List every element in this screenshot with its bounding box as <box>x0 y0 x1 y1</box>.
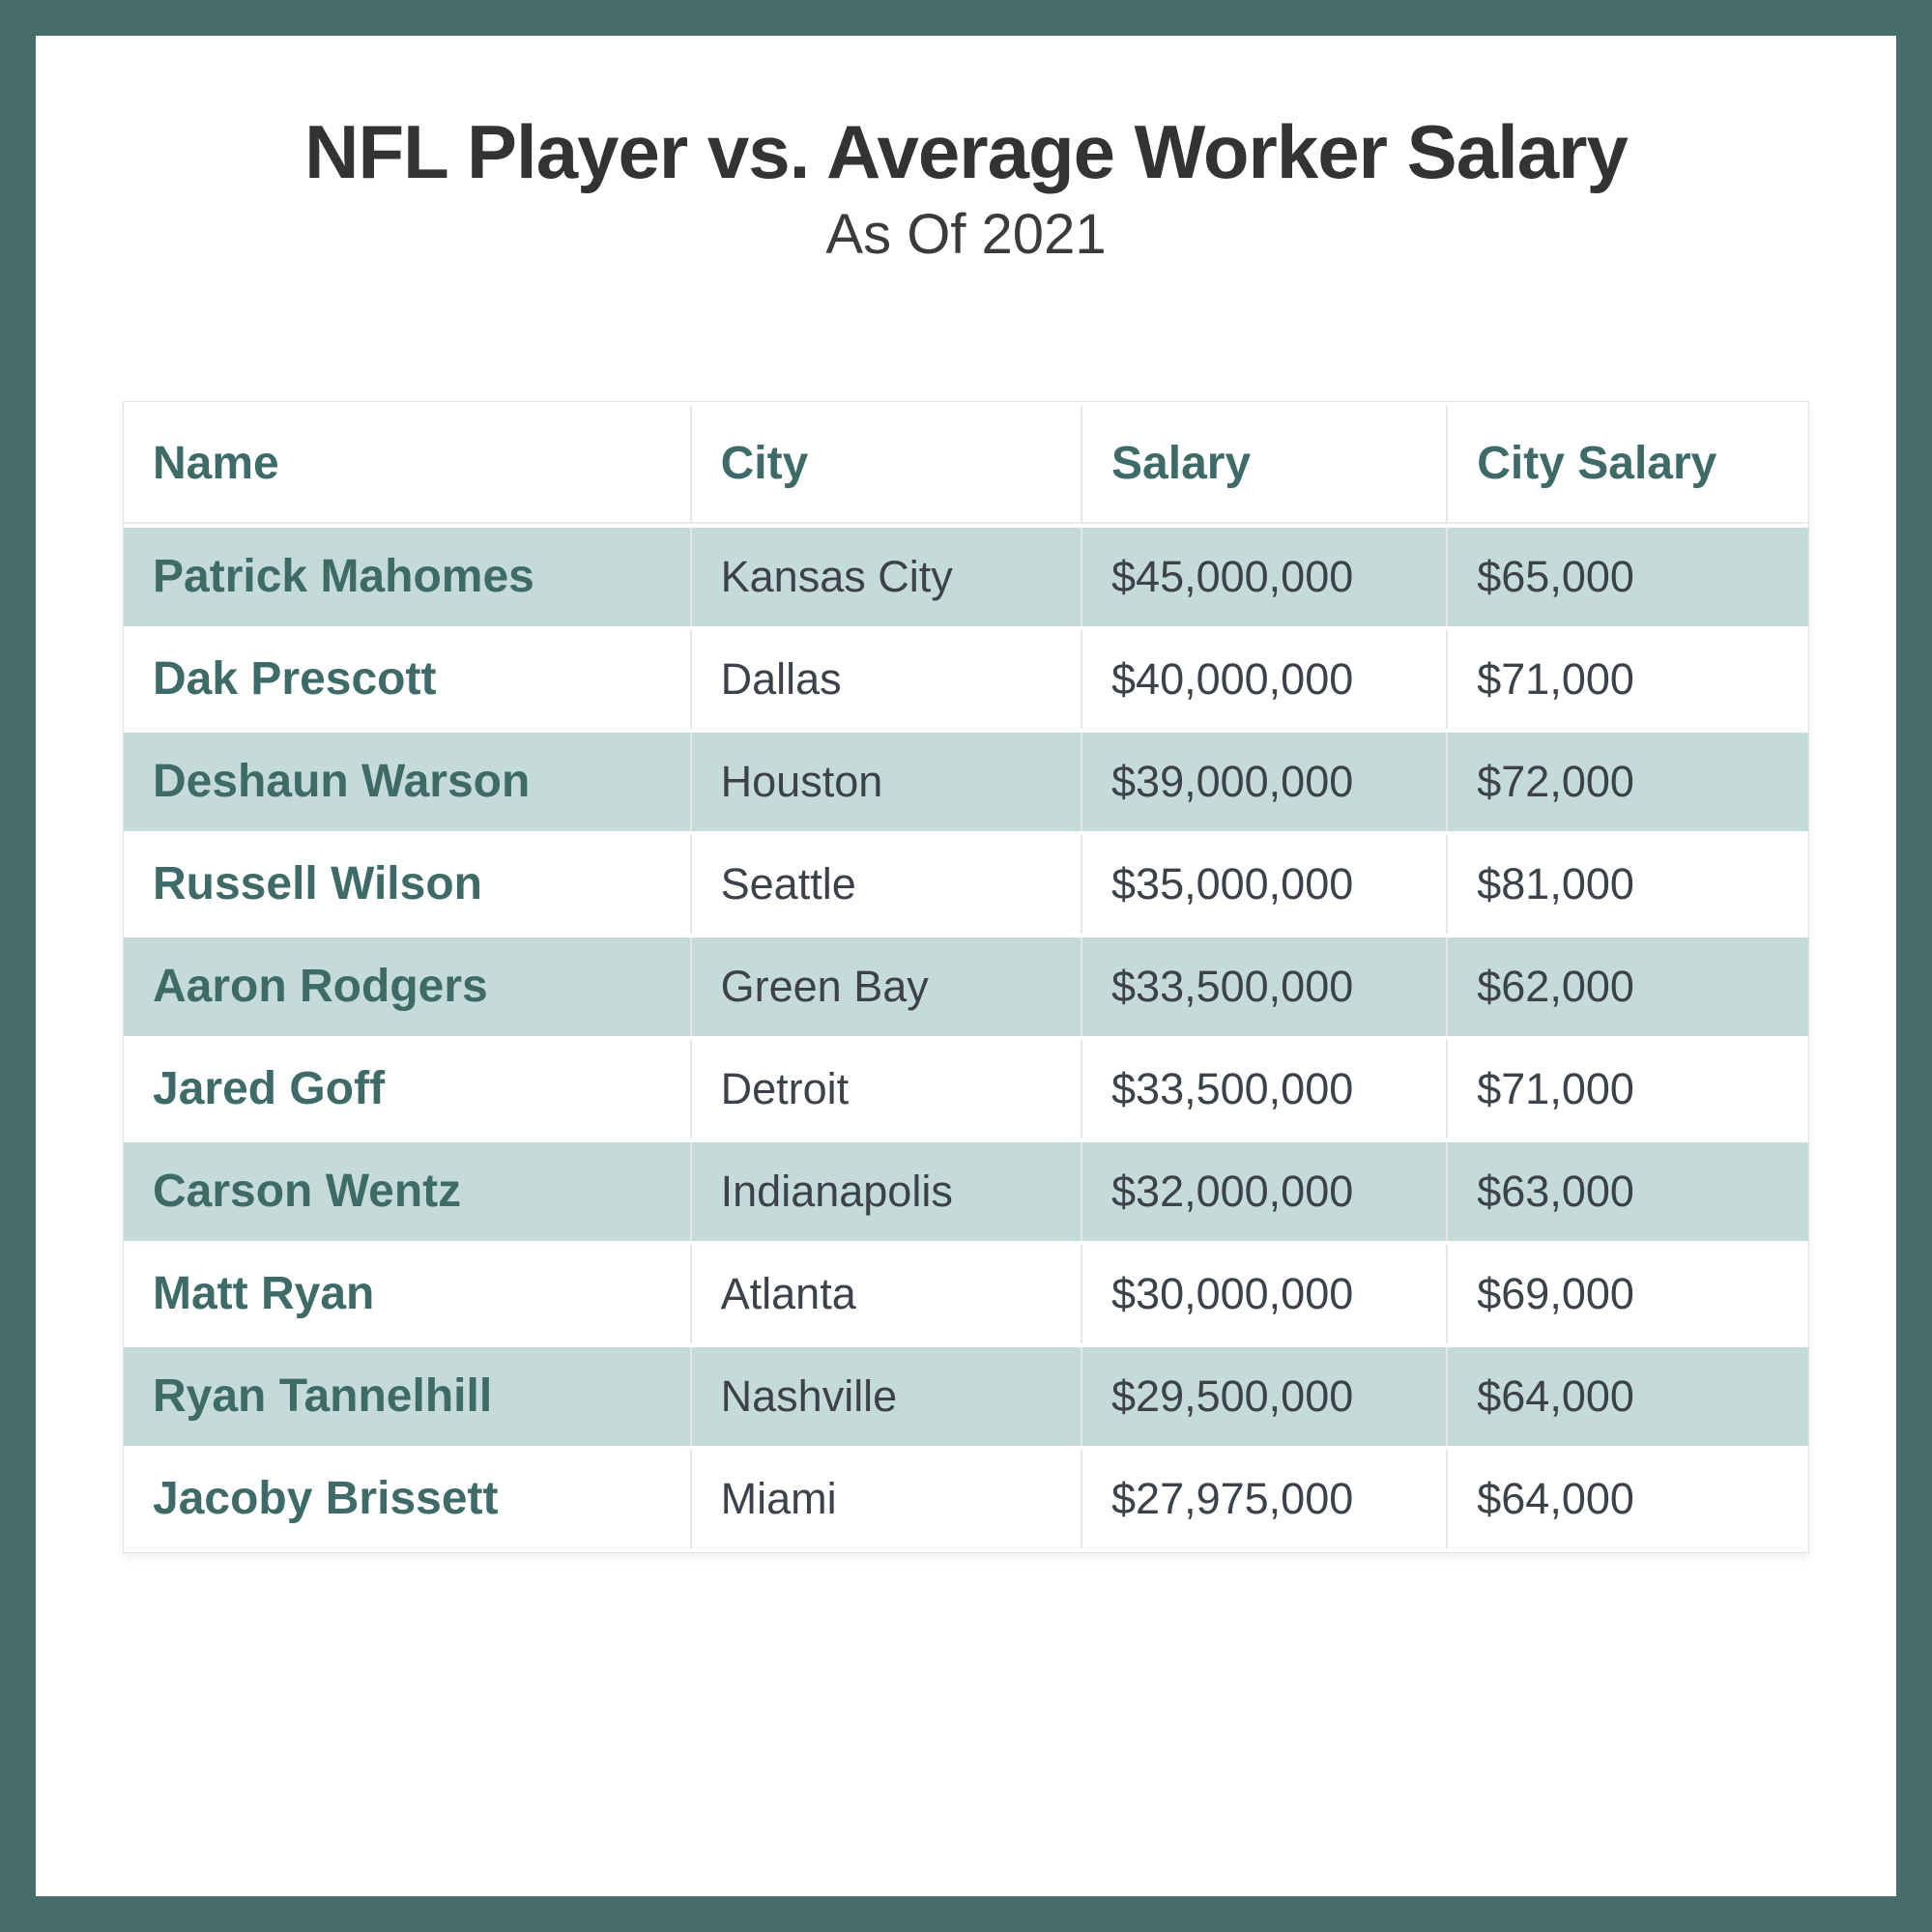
player-salary-cell: $27,975,000 <box>1081 1449 1447 1548</box>
table-row: Jared Goff Detroit $33,500,000 $71,000 <box>124 1039 1808 1139</box>
city-salary-cell: $63,000 <box>1446 1141 1808 1241</box>
player-name-cell: Dak Prescott <box>124 629 690 729</box>
salary-table-body: Patrick Mahomes Kansas City $45,000,000 … <box>124 527 1808 1548</box>
table-row: Patrick Mahomes Kansas City $45,000,000 … <box>124 527 1808 626</box>
column-header-city-salary: City Salary <box>1446 405 1808 524</box>
table-row: Deshaun Warson Houston $39,000,000 $72,0… <box>124 732 1808 831</box>
column-header-city: City <box>689 405 1081 524</box>
city-cell: Miami <box>689 1449 1081 1548</box>
city-cell: Kansas City <box>689 527 1081 626</box>
player-name-cell: Matt Ryan <box>124 1244 690 1343</box>
city-salary-cell: $71,000 <box>1446 629 1808 729</box>
player-salary-cell: $33,500,000 <box>1081 937 1447 1036</box>
salary-table: Name City Salary City Salary Patrick Mah… <box>123 400 1809 1553</box>
player-salary-cell: $32,000,000 <box>1081 1141 1447 1241</box>
player-name-cell: Jacoby Brissett <box>124 1449 690 1548</box>
city-salary-cell: $71,000 <box>1446 1039 1808 1139</box>
player-salary-cell: $35,000,000 <box>1081 834 1447 934</box>
table-row: Russell Wilson Seattle $35,000,000 $81,0… <box>124 834 1808 934</box>
table-row: Matt Ryan Atlanta $30,000,000 $69,000 <box>124 1244 1808 1343</box>
table-header-row: Name City Salary City Salary <box>124 405 1808 524</box>
page-title: NFL Player vs. Average Worker Salary <box>304 109 1629 194</box>
city-cell: Dallas <box>689 629 1081 729</box>
city-cell: Nashville <box>689 1346 1081 1446</box>
page-subtitle: As Of 2021 <box>825 202 1107 266</box>
city-cell: Atlanta <box>689 1244 1081 1343</box>
city-salary-cell: $72,000 <box>1446 732 1808 831</box>
city-cell: Green Bay <box>689 937 1081 1036</box>
table-row: Ryan Tannelhill Nashville $29,500,000 $6… <box>124 1346 1808 1446</box>
player-salary-cell: $33,500,000 <box>1081 1039 1447 1139</box>
table-row: Jacoby Brissett Miami $27,975,000 $64,00… <box>124 1449 1808 1548</box>
city-salary-cell: $65,000 <box>1446 527 1808 626</box>
player-name-cell: Russell Wilson <box>124 834 690 934</box>
city-salary-cell: $64,000 <box>1446 1346 1808 1446</box>
column-header-salary: Salary <box>1081 405 1447 524</box>
infographic-card: NFL Player vs. Average Worker Salary As … <box>36 36 1896 1896</box>
player-salary-cell: $30,000,000 <box>1081 1244 1447 1343</box>
city-cell: Indianapolis <box>689 1141 1081 1241</box>
table-row: Dak Prescott Dallas $40,000,000 $71,000 <box>124 629 1808 729</box>
column-header-name: Name <box>124 405 690 524</box>
city-cell: Seattle <box>689 834 1081 934</box>
city-salary-cell: $62,000 <box>1446 937 1808 1036</box>
city-cell: Detroit <box>689 1039 1081 1139</box>
city-salary-cell: $64,000 <box>1446 1449 1808 1548</box>
player-salary-cell: $40,000,000 <box>1081 629 1447 729</box>
player-salary-cell: $45,000,000 <box>1081 527 1447 626</box>
player-name-cell: Ryan Tannelhill <box>124 1346 690 1446</box>
player-name-cell: Jared Goff <box>124 1039 690 1139</box>
player-salary-cell: $39,000,000 <box>1081 732 1447 831</box>
player-name-cell: Aaron Rodgers <box>124 937 690 1036</box>
table-row: Aaron Rodgers Green Bay $33,500,000 $62,… <box>124 937 1808 1036</box>
player-name-cell: Patrick Mahomes <box>124 527 690 626</box>
player-salary-cell: $29,500,000 <box>1081 1346 1447 1446</box>
data-table: Name City Salary City Salary Patrick Mah… <box>123 400 1809 1553</box>
player-name-cell: Carson Wentz <box>124 1141 690 1241</box>
city-salary-cell: $69,000 <box>1446 1244 1808 1343</box>
table-row: Carson Wentz Indianapolis $32,000,000 $6… <box>124 1141 1808 1241</box>
city-salary-cell: $81,000 <box>1446 834 1808 934</box>
player-name-cell: Deshaun Warson <box>124 732 690 831</box>
city-cell: Houston <box>689 732 1081 831</box>
